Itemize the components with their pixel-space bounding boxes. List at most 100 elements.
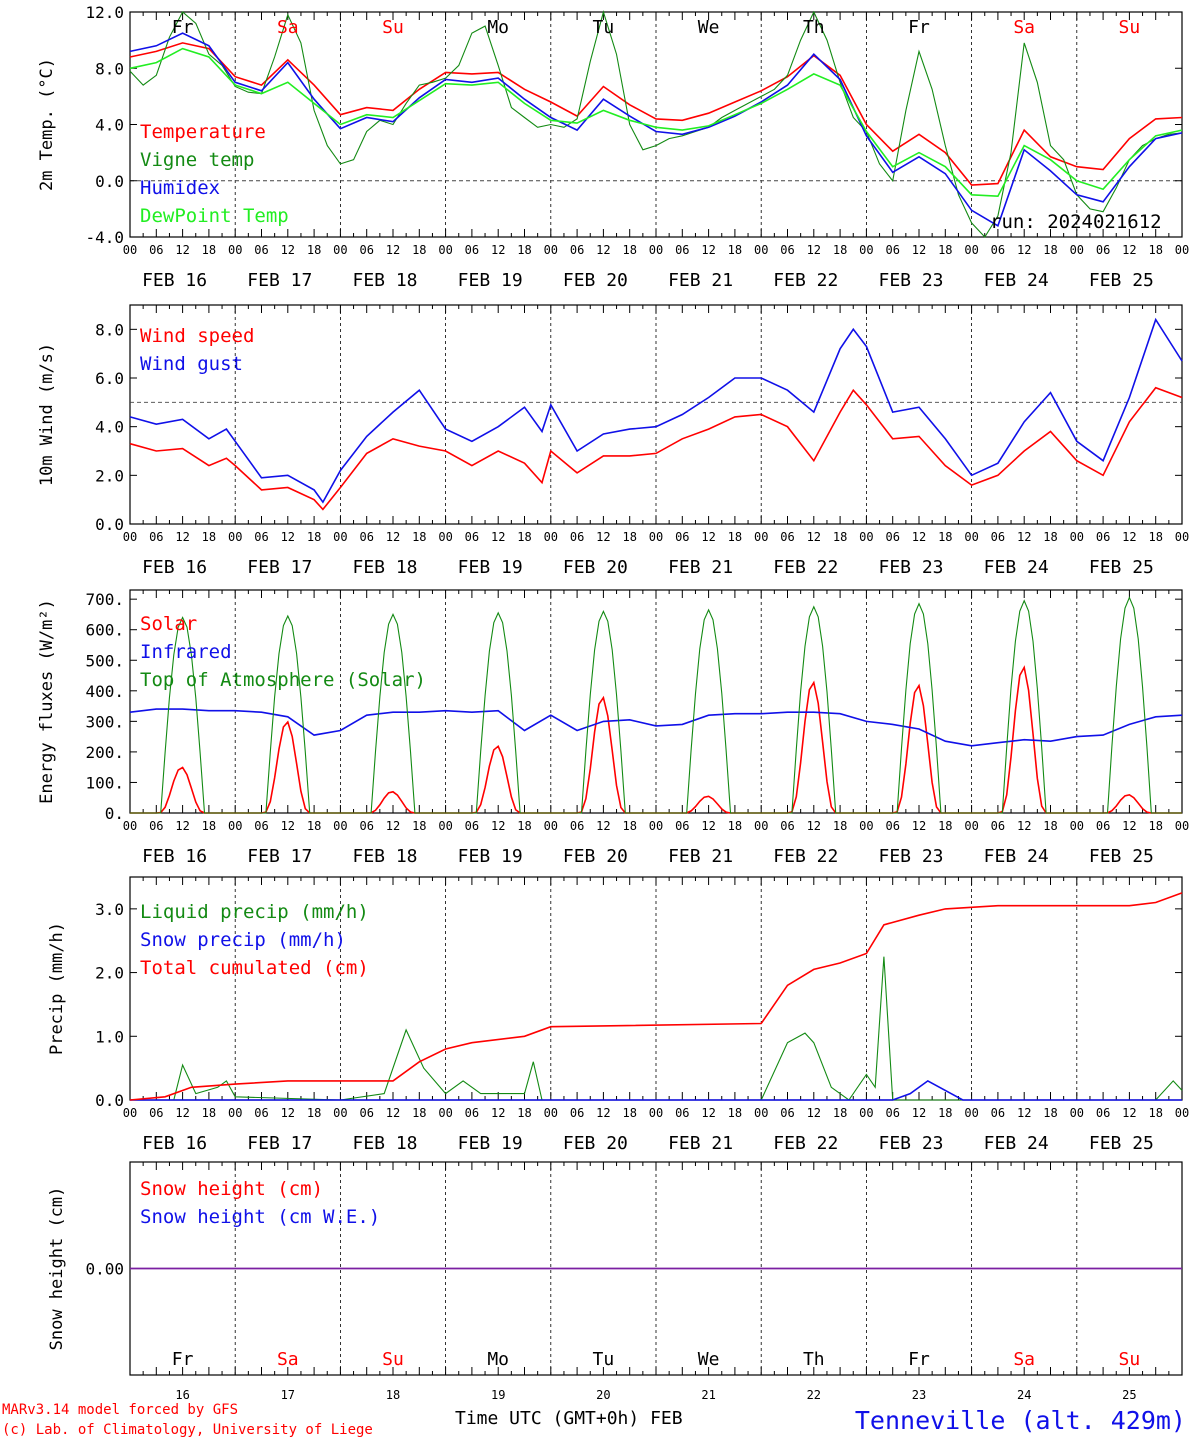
hour-tick-label: 06	[254, 1106, 268, 1120]
hour-tick-label: 00	[1175, 530, 1189, 544]
hour-tick-label: 12	[1122, 530, 1136, 544]
hour-tick-label: 06	[465, 1106, 479, 1120]
hour-tick-label: 06	[465, 819, 479, 833]
hour-tick-label: 00	[859, 243, 873, 257]
hour-tick-label: 06	[885, 530, 899, 544]
panel-2: 0.0 2.0 4.0 6.0 8.0 10m Wind (m/s) 00 06 12 18 FEB…	[37, 304, 1189, 578]
hour-tick-label: 06	[675, 530, 689, 544]
legend-entry: Infrared	[140, 641, 232, 663]
hour-tick-label: 06	[359, 243, 373, 257]
hour-tick-label: 12	[596, 243, 610, 257]
hour-tick-label: 18	[938, 819, 952, 833]
date-label: FEB 19	[458, 1133, 523, 1154]
day-number-label: 17	[281, 1388, 295, 1402]
hour-tick-label: 18	[622, 819, 636, 833]
weekday-label: Tu	[593, 1349, 615, 1370]
hour-tick-label: 12	[281, 530, 295, 544]
hour-tick-label: 00	[544, 819, 558, 833]
hour-tick-label: 18	[622, 243, 636, 257]
y-tick-label: 3.0	[95, 900, 124, 919]
hour-tick-label: 18	[1043, 1106, 1057, 1120]
y-tick-label: 400.	[85, 682, 124, 701]
hour-tick-label: 12	[386, 819, 400, 833]
hour-tick-label: 06	[885, 1106, 899, 1120]
hour-tick-label: 18	[517, 530, 531, 544]
y-tick-label: 100.	[85, 773, 124, 792]
hour-tick-label: 12	[596, 819, 610, 833]
hour-tick-label: 18	[202, 819, 216, 833]
hour-tick-label: 12	[912, 530, 926, 544]
hour-tick-label: 18	[517, 1106, 531, 1120]
hour-tick-label: 06	[675, 243, 689, 257]
day-number-label: 20	[596, 1388, 610, 1402]
hour-tick-label: 06	[149, 530, 163, 544]
y-tick-label: 1.0	[95, 1027, 124, 1046]
date-label: FEB 23	[878, 557, 943, 578]
legend-entry: Liquid precip (mm/h)	[140, 901, 369, 923]
x-axis-title: Time UTC (GMT+0h) FEB	[455, 1408, 683, 1429]
y-tick-label: 700.	[85, 590, 124, 609]
hour-tick-label: 18	[517, 243, 531, 257]
hour-tick-label: 06	[1096, 819, 1110, 833]
hour-tick-label: 00	[964, 1106, 978, 1120]
date-label: FEB 20	[563, 270, 628, 291]
hour-tick-label: 12	[912, 243, 926, 257]
date-label: FEB 23	[878, 1133, 943, 1154]
y-tick-label: 500.	[85, 651, 124, 670]
hour-tick-label: 18	[1148, 530, 1162, 544]
hour-tick-label: 12	[1122, 1106, 1136, 1120]
hour-tick-label: 18	[1148, 1106, 1162, 1120]
panel-5: 0.00 Snow height (cm) Snow height (cm) Snow…	[47, 1161, 1183, 1402]
date-label: FEB 23	[878, 270, 943, 291]
legend-entry: Snow height (cm W.E.)	[140, 1206, 380, 1228]
hour-tick-label: 12	[175, 530, 189, 544]
hour-tick-label: 18	[1148, 819, 1162, 833]
date-label: FEB 24	[984, 270, 1049, 291]
station-name: Tenneville (alt. 429m)	[855, 1406, 1186, 1435]
hour-tick-label: 00	[228, 530, 242, 544]
hour-tick-label: 12	[281, 819, 295, 833]
hour-tick-label: 18	[622, 530, 636, 544]
model-note: MARv3.14 model forced by GFS	[2, 1402, 238, 1418]
hour-tick-label: 00	[228, 819, 242, 833]
hour-tick-label: 12	[807, 530, 821, 544]
series-line	[130, 596, 1182, 814]
weekday-label: Tu	[593, 17, 615, 38]
run-label: run: 2024021612	[990, 211, 1162, 233]
hour-tick-label: 06	[991, 530, 1005, 544]
hour-tick-label: 18	[412, 530, 426, 544]
date-label: FEB 18	[352, 270, 417, 291]
legend-entry: DewPoint Temp	[140, 205, 289, 227]
legend-entry: Total cumulated (cm)	[140, 957, 369, 979]
hour-tick-label: 12	[175, 819, 189, 833]
y-tick-label: 8.0	[95, 320, 124, 339]
hour-tick-label: 12	[175, 1106, 189, 1120]
hour-tick-label: 06	[991, 819, 1005, 833]
date-label: FEB 21	[668, 557, 733, 578]
y-tick-label: 8.0	[95, 59, 124, 78]
date-label: FEB 16	[142, 557, 207, 578]
y-tick-label: 200.	[85, 743, 124, 762]
weekday-label: Mo	[487, 17, 509, 38]
hour-tick-label: 12	[386, 1106, 400, 1120]
weekday-label: Sa	[1013, 17, 1035, 38]
hour-tick-label: 06	[991, 1106, 1005, 1120]
panel-1: -4.0 0.0 4.0 8.0 12.0 2m Temp. (°C) 00 06 12 18 FE…	[37, 3, 1189, 291]
hour-tick-label: 18	[728, 819, 742, 833]
hour-tick-label: 06	[465, 530, 479, 544]
y-axis-title: 2m Temp. (°C)	[37, 58, 57, 191]
hour-tick-label: 06	[780, 1106, 794, 1120]
hour-tick-label: 06	[254, 243, 268, 257]
hour-tick-label: 06	[465, 243, 479, 257]
y-tick-label: 0.0	[95, 172, 124, 191]
hour-tick-label: 06	[780, 243, 794, 257]
hour-tick-label: 12	[281, 1106, 295, 1120]
hour-tick-label: 00	[649, 1106, 663, 1120]
hour-tick-label: 18	[307, 530, 321, 544]
date-label: FEB 16	[142, 846, 207, 867]
hour-tick-label: 00	[1070, 1106, 1084, 1120]
hour-tick-label: 00	[754, 530, 768, 544]
hour-tick-label: 00	[1070, 530, 1084, 544]
hour-tick-label: 12	[1122, 819, 1136, 833]
hour-tick-label: 12	[701, 243, 715, 257]
